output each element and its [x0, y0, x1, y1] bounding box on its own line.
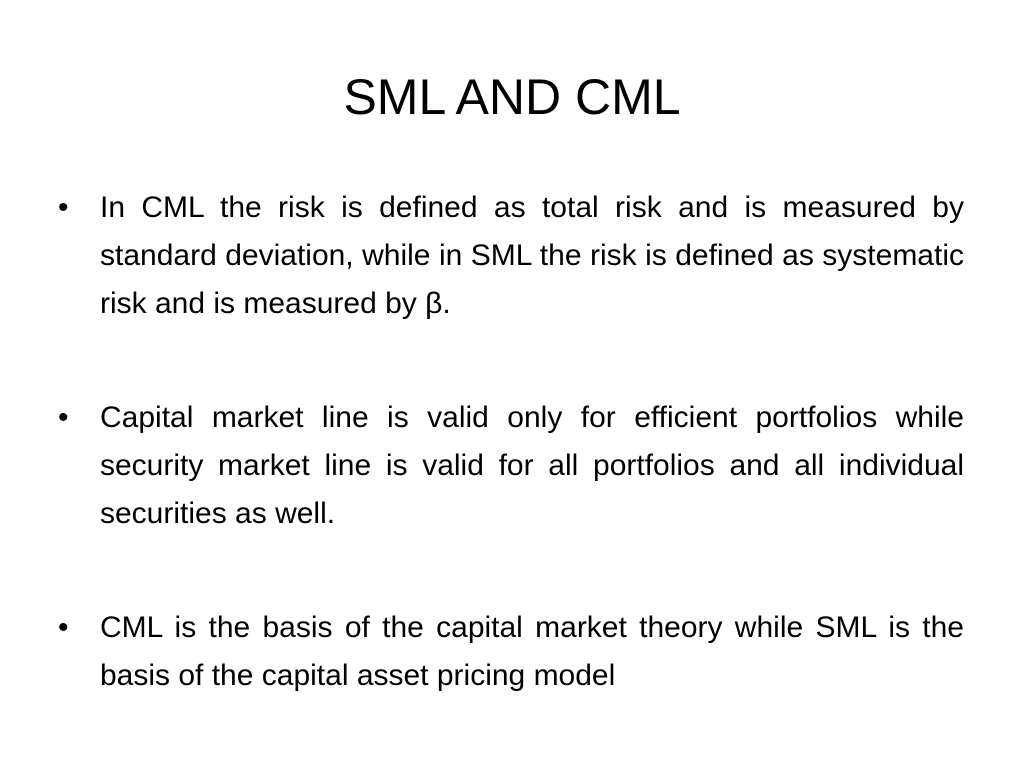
bullet-marker: • — [58, 191, 69, 224]
bullet-item-cml-risk: • In CML the risk is defined as total ri… — [58, 184, 964, 328]
bullet-marker: • — [58, 401, 69, 434]
bullet-item-validity: • Capital market line is valid only for … — [58, 394, 964, 538]
bullet-text: Capital market line is valid only for ef… — [100, 401, 964, 530]
bullet-text: In CML the risk is defined as total risk… — [100, 191, 964, 320]
bullet-list: • In CML the risk is defined as total ri… — [58, 184, 964, 700]
bullet-text: CML is the basis of the capital market t… — [100, 611, 964, 692]
slide-title: SML AND CML — [343, 69, 681, 125]
bullet-marker: • — [58, 611, 69, 644]
bullet-item-basis: • CML is the basis of the capital market… — [58, 604, 964, 700]
